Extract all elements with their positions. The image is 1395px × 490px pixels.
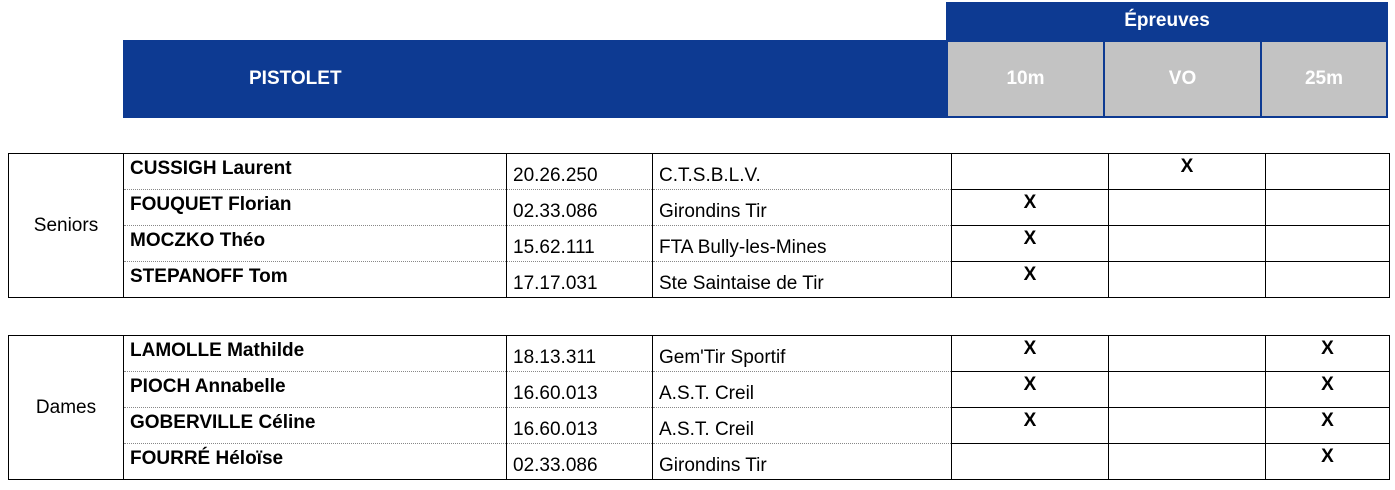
club-name: C.T.S.B.L.V. bbox=[652, 153, 952, 190]
athlete-name: GOBERVILLE Céline bbox=[123, 407, 507, 444]
table-row: GOBERVILLE Céline 16.60.013 A.S.T. Creil… bbox=[9, 407, 1390, 444]
athlete-name: LAMOLLE Mathilde bbox=[123, 335, 507, 372]
club-name: FTA Bully-les-Mines bbox=[652, 225, 952, 262]
athlete-name: CUSSIGH Laurent bbox=[123, 153, 507, 190]
event-header-vo: VO bbox=[1103, 40, 1262, 118]
event-25m-mark: X bbox=[1265, 335, 1390, 372]
event-10m-mark bbox=[951, 443, 1109, 480]
table-row: FOUQUET Florian 02.33.086 Girondins Tir … bbox=[9, 189, 1390, 226]
license-number: 16.60.013 bbox=[506, 371, 653, 408]
event-10m-mark bbox=[951, 153, 1109, 190]
event-10m-mark: X bbox=[951, 225, 1109, 262]
category-label: Dames bbox=[8, 335, 124, 480]
event-25m-mark: X bbox=[1265, 371, 1390, 408]
table-row: Dames LAMOLLE Mathilde 18.13.311 Gem'Tir… bbox=[8, 335, 1390, 480]
discipline-title: PISTOLET bbox=[249, 68, 342, 89]
epreuves-header: Épreuves bbox=[946, 2, 1388, 40]
dames-table: Dames LAMOLLE Mathilde 18.13.311 Gem'Tir… bbox=[8, 335, 1390, 480]
event-25m-mark: X bbox=[1265, 443, 1390, 480]
event-vo-mark bbox=[1108, 335, 1266, 372]
table-row: MOCZKO Théo 15.62.111 FTA Bully-les-Mine… bbox=[9, 225, 1390, 262]
event-vo-mark bbox=[1108, 189, 1266, 226]
club-name: Ste Saintaise de Tir bbox=[652, 261, 952, 298]
seniors-table: Seniors CUSSIGH Laurent 20.26.250 C.T.S.… bbox=[8, 153, 1390, 298]
club-name: Girondins Tir bbox=[652, 189, 952, 226]
event-vo-mark bbox=[1108, 443, 1266, 480]
table-row: PIOCH Annabelle 16.60.013 A.S.T. Creil X… bbox=[9, 371, 1390, 408]
event-vo-mark bbox=[1108, 261, 1266, 298]
event-vo-mark: X bbox=[1108, 153, 1266, 190]
athlete-name: MOCZKO Théo bbox=[123, 225, 507, 262]
license-number: 18.13.311 bbox=[506, 335, 653, 372]
license-number: 20.26.250 bbox=[506, 153, 653, 190]
event-25m-mark bbox=[1265, 189, 1390, 226]
athlete-name: FOURRÉ Héloïse bbox=[123, 443, 507, 480]
event-10m-mark: X bbox=[951, 371, 1109, 408]
license-number: 17.17.031 bbox=[506, 261, 653, 298]
club-name: A.S.T. Creil bbox=[652, 407, 952, 444]
event-25m-mark: X bbox=[1265, 407, 1390, 444]
event-header-25m: 25m bbox=[1260, 40, 1388, 118]
license-number: 15.62.111 bbox=[506, 225, 653, 262]
table-row: FOURRÉ Héloïse 02.33.086 Girondins Tir X bbox=[9, 443, 1390, 480]
event-10m-mark: X bbox=[951, 189, 1109, 226]
discipline-header: PISTOLET bbox=[123, 40, 946, 118]
event-vo-mark bbox=[1108, 371, 1266, 408]
license-number: 16.60.013 bbox=[506, 407, 653, 444]
event-vo-mark bbox=[1108, 407, 1266, 444]
event-header-10m: 10m bbox=[946, 40, 1105, 118]
event-10m-mark: X bbox=[951, 335, 1109, 372]
category-label: Seniors bbox=[8, 153, 124, 298]
event-vo-mark bbox=[1108, 225, 1266, 262]
club-name: Girondins Tir bbox=[652, 443, 952, 480]
event-10m-mark: X bbox=[951, 407, 1109, 444]
athlete-name: PIOCH Annabelle bbox=[123, 371, 507, 408]
table-row: STEPANOFF Tom 17.17.031 Ste Saintaise de… bbox=[9, 261, 1390, 298]
athlete-name: FOUQUET Florian bbox=[123, 189, 507, 226]
event-25m-mark bbox=[1265, 225, 1390, 262]
event-10m-mark: X bbox=[951, 261, 1109, 298]
license-number: 02.33.086 bbox=[506, 443, 653, 480]
athlete-name: STEPANOFF Tom bbox=[123, 261, 507, 298]
license-number: 02.33.086 bbox=[506, 189, 653, 226]
table-row: Seniors CUSSIGH Laurent 20.26.250 C.T.S.… bbox=[8, 153, 1390, 298]
event-25m-mark bbox=[1265, 153, 1390, 190]
club-name: Gem'Tir Sportif bbox=[652, 335, 952, 372]
event-25m-mark bbox=[1265, 261, 1390, 298]
club-name: A.S.T. Creil bbox=[652, 371, 952, 408]
